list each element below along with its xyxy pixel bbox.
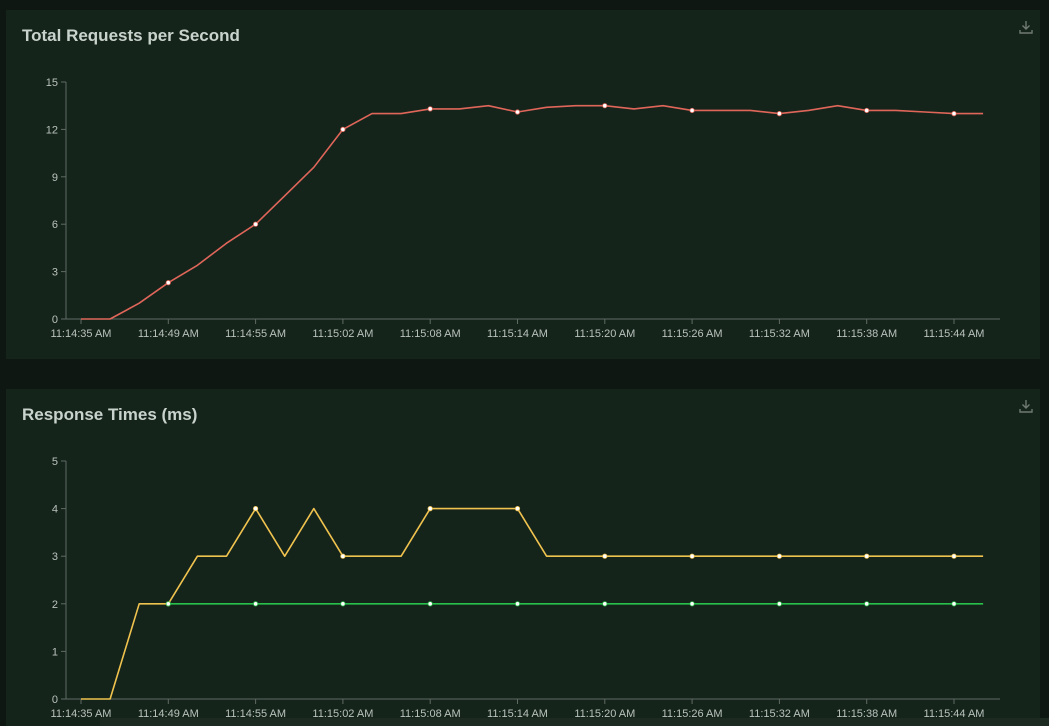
data-point[interactable]: [864, 107, 870, 114]
data-point[interactable]: [340, 126, 346, 133]
data-point[interactable]: [602, 103, 608, 109]
x-tick-label: 11:15:02 AM: [312, 328, 373, 340]
y-tick-label: 9: [52, 172, 58, 184]
x-tick-label: 11:14:35 AM: [51, 708, 112, 720]
x-tick-label: 11:15:38 AM: [836, 708, 897, 720]
x-tick-label: 11:14:55 AM: [225, 708, 286, 720]
rt-panel: Response Times (ms) 0 1 2 3 4 5 11:14:35 AM 11:…: [6, 389, 1040, 726]
data-point[interactable]: [165, 601, 171, 607]
x-tick-label: 11:15:44 AM: [924, 328, 985, 340]
x-tick-label: 11:14:35 AM: [51, 328, 112, 340]
y-tick-label: 15: [46, 77, 58, 89]
x-tick-label: 11:15:08 AM: [400, 328, 461, 340]
x-tick-label: 11:15:02 AM: [312, 708, 373, 720]
y-tick-label: 6: [52, 219, 58, 231]
y-tick-label: 3: [52, 551, 58, 563]
x-tick-label: 11:15:14 AM: [487, 708, 548, 720]
x-tick-label: 11:15:32 AM: [749, 328, 810, 340]
data-point[interactable]: [514, 506, 521, 512]
x-tick-label: 11:15:08 AM: [400, 708, 461, 720]
data-point[interactable]: [253, 601, 259, 607]
x-tick-label: 11:15:20 AM: [574, 328, 635, 340]
data-point[interactable]: [864, 553, 870, 559]
rt-chart: 0 1 2 3 4 5 11:14:35 AM 11:14:49 AM 11:14:55 AM 1…: [51, 456, 1000, 720]
data-point[interactable]: [689, 553, 695, 559]
data-point[interactable]: [689, 601, 695, 607]
series-line: [81, 507, 984, 700]
download-icon[interactable]: [1018, 398, 1034, 414]
data-point[interactable]: [165, 280, 171, 286]
panel-title: Total Requests per Second: [22, 26, 240, 45]
data-point[interactable]: [427, 601, 433, 607]
download-icon[interactable]: [1018, 19, 1034, 35]
y-tick-label: 4: [52, 504, 58, 516]
x-tick-label: 11:15:26 AM: [662, 708, 723, 720]
y-tick-label: 12: [46, 124, 58, 136]
horizontal-scrollbar[interactable]: [100, 718, 1049, 726]
y-tick-label: 3: [52, 267, 58, 279]
x-tick-label: 11:15:20 AM: [574, 708, 635, 720]
rps-chart: 0 3 6 9 12 15 11:14:35 AM 11:14:49 AM 11:14:55 A…: [46, 77, 1000, 340]
data-point[interactable]: [514, 109, 521, 115]
series-line: [81, 104, 984, 320]
panel-title: Response Times (ms): [22, 405, 198, 424]
x-tick-label: 11:14:55 AM: [225, 328, 286, 340]
x-tick-label: 11:14:49 AM: [138, 708, 199, 720]
data-point[interactable]: [776, 553, 783, 559]
data-point[interactable]: [514, 601, 521, 607]
x-tick-label: 11:15:38 AM: [836, 328, 897, 340]
x-tick-label: 11:15:26 AM: [662, 328, 723, 340]
data-point[interactable]: [253, 221, 259, 227]
y-tick-label: 0: [52, 694, 58, 706]
data-point[interactable]: [951, 601, 957, 607]
data-point[interactable]: [427, 106, 433, 112]
data-point[interactable]: [864, 601, 870, 607]
data-point[interactable]: [689, 107, 695, 114]
data-point[interactable]: [776, 111, 783, 117]
rps-panel: Total Requests per Second 0 3 6 9 12 15 11:14:…: [6, 10, 1040, 359]
y-tick-label: 5: [52, 456, 58, 468]
x-tick-label: 11:15:44 AM: [924, 708, 985, 720]
data-point[interactable]: [951, 553, 957, 559]
data-point[interactable]: [427, 506, 433, 512]
data-point[interactable]: [340, 553, 346, 559]
y-tick-label: 1: [52, 646, 58, 658]
x-tick-label: 11:15:32 AM: [749, 708, 810, 720]
data-point[interactable]: [602, 553, 608, 559]
x-tick-label: 11:14:49 AM: [138, 328, 199, 340]
data-point[interactable]: [951, 111, 957, 117]
data-point[interactable]: [253, 506, 259, 512]
x-tick-label: 11:15:14 AM: [487, 328, 548, 340]
data-point[interactable]: [776, 601, 783, 607]
data-point[interactable]: [340, 601, 346, 607]
y-tick-label: 0: [52, 314, 58, 326]
y-tick-label: 2: [52, 599, 58, 611]
data-point[interactable]: [602, 601, 608, 607]
